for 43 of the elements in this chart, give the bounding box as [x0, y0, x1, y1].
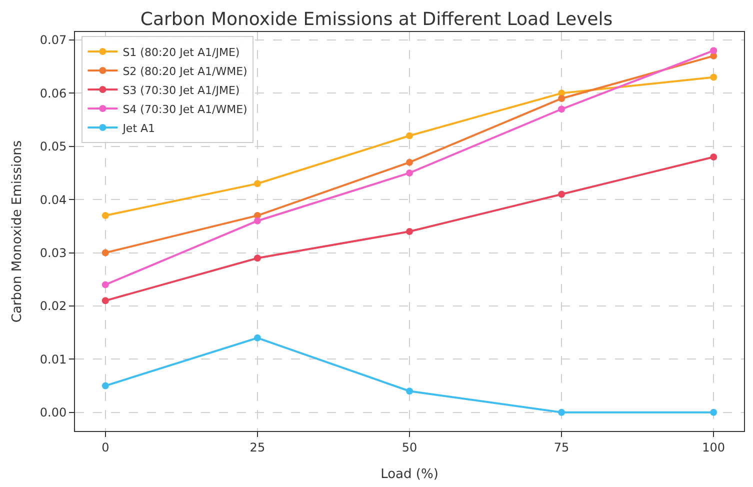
legend-label: S1 (80:20 Jet A1/JME) [122, 46, 240, 59]
point [102, 249, 109, 256]
y-tick-label: 0.07 [40, 33, 67, 48]
point [406, 158, 413, 166]
y-tick-label: 0.06 [40, 86, 67, 100]
point [102, 297, 109, 304]
point [710, 154, 718, 161]
point [254, 254, 261, 262]
point [710, 74, 718, 81]
chart-title: Carbon Monoxide Emissions at Different Load Levels [140, 8, 613, 30]
point [558, 408, 566, 416]
legend-label: Jet A1 [122, 122, 156, 135]
point [558, 106, 566, 113]
point [558, 95, 566, 102]
x-tick-label: 75 [554, 440, 570, 454]
x-axis-title: Load (%) [380, 467, 438, 482]
point [558, 190, 566, 198]
point [406, 228, 413, 235]
y-tick-label: 0.01 [40, 352, 67, 366]
x-tick-label: 100 [702, 440, 726, 454]
point [406, 132, 413, 140]
legend-label: S2 (80:20 Jet A1/WME) [122, 64, 248, 78]
point [102, 212, 109, 220]
point [406, 169, 413, 176]
y-tick-label: 0.05 [40, 140, 67, 154]
y-axis-title: Carbon Monoxide Emissions [10, 140, 25, 323]
y-tick-label: 0.04 [40, 192, 67, 207]
point [406, 388, 413, 395]
y-tick-label: 0.03 [40, 246, 67, 260]
point [254, 334, 261, 342]
point [254, 217, 261, 224]
point [102, 281, 109, 288]
point [710, 47, 718, 54]
point [102, 382, 109, 390]
x-tick-label: 50 [402, 440, 418, 454]
y-tick-label: 0.02 [40, 299, 67, 314]
x-tick-label: 0 [102, 440, 110, 454]
x-tick-label: 25 [250, 440, 266, 454]
legend-label: S3 (70:30 Jet A1/JME) [122, 84, 240, 97]
point [254, 180, 261, 188]
legend-label: S4 (70:30 Jet A1/WME) [122, 102, 248, 116]
point [710, 408, 718, 416]
y-tick-label: 0.00 [40, 406, 67, 420]
